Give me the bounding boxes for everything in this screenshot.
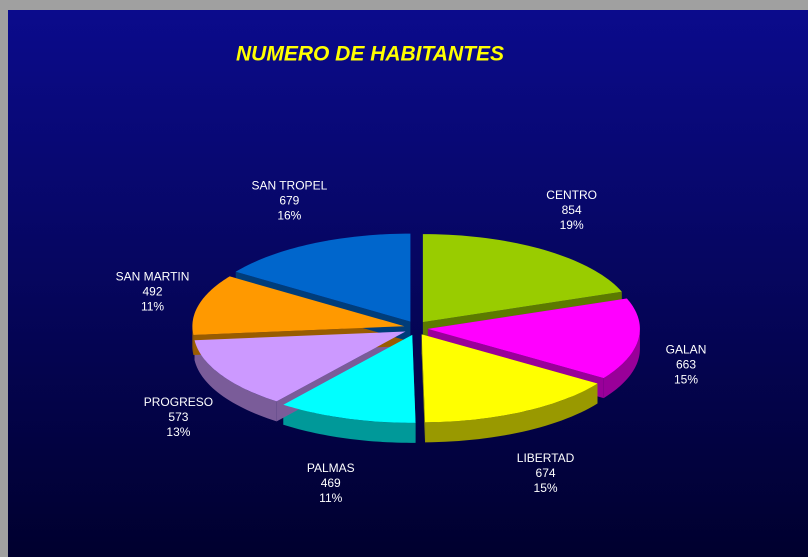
slice-tops <box>192 233 640 423</box>
label-category: SAN TROPEL <box>251 179 327 193</box>
slice-edge <box>421 334 426 443</box>
slice <box>427 298 640 379</box>
label-value: 679 <box>279 194 299 208</box>
chart-title: NUMERO DE HABITANTES <box>236 43 504 66</box>
label-value: 663 <box>676 357 696 371</box>
label-value: 854 <box>562 203 582 217</box>
label-percent: 19% <box>560 218 584 232</box>
label-percent: 13% <box>166 425 190 439</box>
label-percent: 15% <box>674 372 698 386</box>
slice <box>192 276 405 335</box>
label-value: 469 <box>321 476 341 490</box>
label-category: PALMAS <box>307 461 355 475</box>
label-percent: 11% <box>319 491 342 505</box>
slice <box>422 234 622 323</box>
label-percent: 11% <box>141 300 164 314</box>
label-category: GALAN <box>666 342 707 356</box>
slice-side <box>194 340 277 422</box>
slice-side <box>283 404 416 443</box>
label-percent: 16% <box>277 209 301 223</box>
slice-side <box>603 328 640 399</box>
label-category: SAN MARTIN <box>116 270 190 284</box>
slice <box>421 334 598 423</box>
slice <box>283 334 416 423</box>
label-category: CENTRO <box>546 188 597 202</box>
label-value: 674 <box>536 466 556 480</box>
label-value: 573 <box>168 410 188 424</box>
label-value: 492 <box>143 285 163 299</box>
label-category: LIBERTAD <box>517 451 575 465</box>
label-category: PROGRESO <box>144 395 213 409</box>
label-percent: 15% <box>534 481 558 495</box>
slice-side <box>425 383 598 443</box>
slice-side <box>192 326 194 355</box>
slice <box>194 331 406 402</box>
slice <box>235 233 411 322</box>
